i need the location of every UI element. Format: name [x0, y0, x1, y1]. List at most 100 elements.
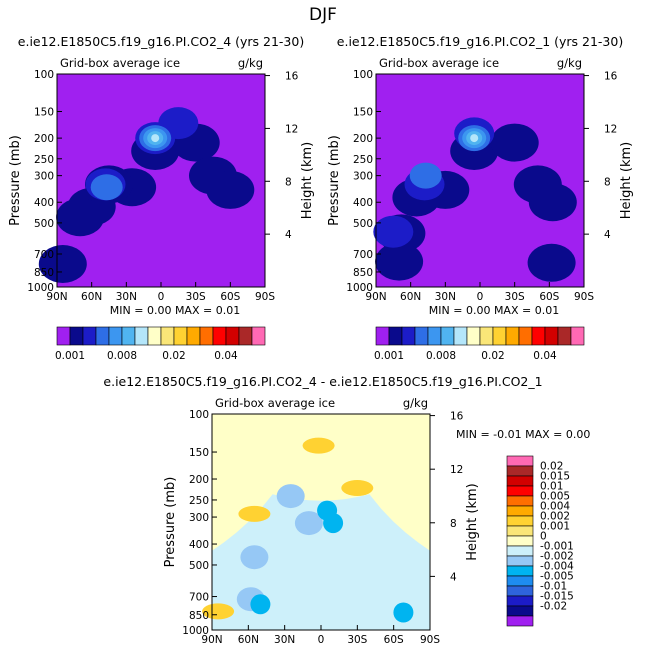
y-tick-label: 400	[34, 197, 54, 209]
y2-tick-label: 4	[604, 229, 611, 241]
x-tick-label: 30N	[435, 291, 456, 303]
x-tick-label: 30S	[186, 291, 206, 303]
colorbar-swatch	[506, 605, 534, 617]
y-tick-label: 150	[34, 107, 54, 119]
y2-axis-label: Height (km)	[300, 142, 315, 219]
colorbar-swatch	[238, 326, 253, 346]
y-tick-label: 400	[353, 197, 373, 209]
stats-text: MIN = -0.01 MAX = 0.00	[456, 428, 590, 441]
panel-title: e.ie12.E1850C5.f19_g16.PI.CO2_4 (yrs 21-…	[18, 34, 304, 49]
x-tick-label: 0	[477, 291, 484, 303]
y2-tick-label: 16	[450, 411, 464, 423]
colorbar-swatch	[506, 475, 534, 487]
colorbar-swatch	[544, 326, 559, 346]
colorbar-swatch	[401, 326, 416, 346]
contour-region	[373, 215, 414, 248]
contour-region	[238, 505, 271, 522]
colorbar-swatch	[506, 505, 534, 517]
x-tick-label: 60N	[400, 291, 421, 303]
colorbar-swatch	[506, 565, 534, 577]
contour-region	[527, 243, 576, 282]
contour-band	[212, 414, 430, 551]
y-tick-label: 300	[34, 171, 54, 183]
y-tick-label: 1000	[27, 282, 54, 294]
x-tick-label: 60N	[81, 291, 102, 303]
y-tick-label: 500	[353, 218, 373, 230]
colorbar-swatch	[427, 326, 442, 346]
y-tick-label: 100	[189, 409, 209, 421]
colorbar-swatch	[506, 515, 534, 527]
y-tick-label: 150	[189, 447, 209, 459]
colorbar-swatch	[82, 326, 97, 346]
contour-region	[490, 123, 539, 162]
colorbar-label: 0.002	[540, 511, 570, 523]
y2-tick-label: 4	[450, 571, 457, 583]
colorbar-label: -0.004	[540, 561, 574, 573]
x-tick-label: 60S	[539, 291, 559, 303]
colorbar-label: -0.005	[540, 571, 574, 583]
colorbar-label: -0.02	[540, 601, 567, 613]
y-tick-label: 150	[353, 107, 373, 119]
contour-region	[323, 513, 344, 534]
colorbar-swatch	[506, 535, 534, 547]
colorbar-label: 0.008	[107, 350, 137, 362]
colorbar: 0.001 0.008 0.02 0.04	[55, 326, 266, 362]
colorbar-label: 0.004	[540, 501, 570, 513]
y-axis-label: Pressure (mb)	[8, 135, 23, 226]
contour-region	[56, 198, 105, 237]
y-tick-label: 300	[189, 512, 209, 524]
colorbar-label: 0.001	[540, 521, 570, 533]
y2-axis-label: Height (km)	[465, 483, 480, 560]
y-tick-label: 1000	[346, 282, 373, 294]
colorbar-swatch	[173, 326, 188, 346]
colorbar-swatch	[225, 326, 240, 346]
colorbar-swatch	[56, 326, 71, 346]
colorbar-label: 0.04	[214, 350, 238, 362]
y-tick-label: 850	[353, 267, 373, 279]
chart-panel-3: e.ie12.E1850C5.f19_g16.PI.CO2_4 - e.ie12…	[103, 374, 590, 646]
x-tick-label: 30N	[116, 291, 137, 303]
y-tick-label: 100	[353, 69, 373, 81]
x-tick-label: 90N	[46, 291, 67, 303]
colorbar-label: 0.001	[55, 350, 85, 362]
y-tick-label: 700	[353, 249, 373, 261]
colorbar-swatch	[492, 326, 507, 346]
colorbar: 0.001 0.008 0.02 0.04	[374, 326, 585, 362]
contour-region	[38, 245, 87, 283]
x-tick-label: 60S	[384, 634, 404, 646]
y-tick-label: 100	[34, 69, 54, 81]
contour-region	[250, 594, 271, 615]
y-tick-label: 850	[34, 267, 54, 279]
y-tick-label: 700	[189, 592, 209, 604]
panel-units: g/kg	[238, 56, 263, 70]
contour-region	[90, 174, 123, 201]
panel-subtitle: Grid-box average ice	[60, 56, 180, 70]
colorbar-swatch	[570, 326, 585, 346]
contour-region	[409, 162, 442, 189]
contour-region	[240, 545, 269, 570]
colorbar-label: 0.015	[540, 471, 570, 483]
y2-tick-label: 16	[604, 71, 618, 83]
colorbar-swatch	[95, 326, 110, 346]
colorbar-swatch	[440, 326, 455, 346]
y2-tick-label: 12	[285, 123, 298, 135]
colorbar-swatch	[121, 326, 136, 346]
y-tick-label: 500	[189, 560, 209, 572]
colorbar-label: -0.001	[540, 541, 574, 553]
y-tick-label: 250	[353, 154, 373, 166]
contour-region	[206, 170, 255, 209]
colorbar-swatch	[506, 575, 534, 587]
colorbar: 0.020.0150.010.0050.0040.0020.0010-0.001…	[506, 455, 574, 627]
colorbar-swatch	[212, 326, 227, 346]
y2-tick-label: 8	[285, 176, 292, 188]
x-tick-label: 90N	[201, 634, 222, 646]
colorbar-label: 0.008	[426, 350, 456, 362]
colorbar-swatch	[108, 326, 123, 346]
y-tick-label: 500	[34, 218, 54, 230]
colorbar-label: -0.015	[540, 591, 574, 603]
y2-axis-label: Height (km)	[619, 142, 634, 219]
panels: e.ie12.E1850C5.f19_g16.PI.CO2_4 (yrs 21-…	[8, 34, 634, 646]
colorbar-label: 0.02	[540, 461, 563, 473]
colorbar-swatch	[186, 326, 201, 346]
